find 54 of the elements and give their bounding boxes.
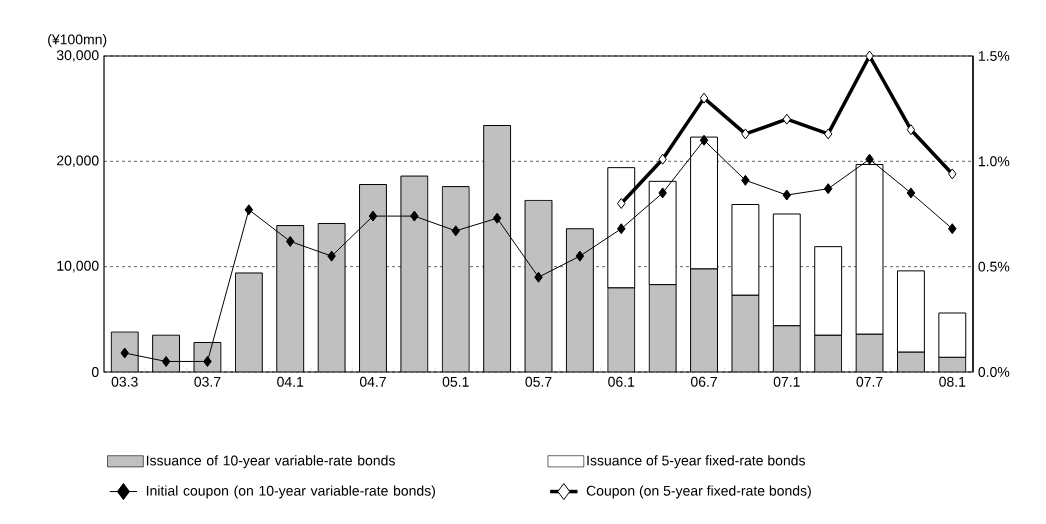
point (534, 271, 543, 283)
point (285, 235, 295, 247)
legend-label: Coupon (on 5-year fixed-rate bonds) (586, 485, 811, 499)
x-tick-label: 05.1 (442, 376, 469, 387)
x-tick-label: 04.7 (359, 376, 386, 387)
point (906, 124, 916, 136)
y-tick-label: 10,000 (57, 260, 99, 273)
y-tick-label: 0 (91, 367, 99, 377)
point (658, 187, 667, 199)
point (658, 153, 667, 165)
point (699, 92, 709, 104)
point (782, 113, 792, 125)
y2-tick-label: 1.5% (978, 51, 1010, 61)
point (699, 134, 709, 146)
point (617, 223, 626, 235)
legend-label: Issuance of 5-year fixed-rate bonds (587, 455, 805, 469)
point (741, 128, 750, 140)
x-tick-label: 06.1 (608, 376, 635, 387)
x-tick-label: 07.7 (856, 376, 883, 387)
point (203, 355, 212, 367)
y2-tick-label: 0.5% (978, 261, 1010, 272)
point (948, 168, 957, 180)
point (948, 223, 957, 235)
x-tick-label: 04.1 (277, 376, 304, 387)
point (865, 153, 874, 165)
point (617, 197, 626, 209)
point (161, 355, 171, 367)
point (782, 189, 792, 201)
point (368, 210, 378, 222)
y-tick-label: 30,000 (56, 50, 99, 62)
legend-label: Issuance of 10-year variable-rate bonds (146, 455, 395, 469)
y-tick-label: 20,000 (57, 155, 99, 168)
point (906, 187, 916, 199)
point (865, 50, 874, 62)
point (492, 212, 502, 224)
legend-label: Initial coupon (on 10-year variable-rate bonds) (146, 485, 435, 499)
x-tick-label: 08.1 (939, 376, 966, 387)
point (741, 174, 750, 186)
y-axis-title: (¥100mn) (48, 34, 107, 48)
point (823, 128, 833, 140)
x-tick-label: 07.1 (773, 376, 800, 387)
x-tick-label: 03.7 (194, 376, 221, 387)
y2-tick-label: 1.0% (978, 156, 1010, 167)
x-tick-label: 05.7 (525, 376, 552, 387)
point (410, 210, 419, 222)
point (823, 183, 833, 195)
point (120, 347, 129, 359)
x-tick-label: 03.3 (111, 376, 138, 387)
x-tick-label: 06.7 (690, 376, 717, 387)
point (451, 225, 460, 237)
point (327, 250, 336, 262)
y2-tick-label: 0.0% (978, 367, 1010, 377)
point (575, 250, 585, 262)
point (244, 204, 254, 216)
